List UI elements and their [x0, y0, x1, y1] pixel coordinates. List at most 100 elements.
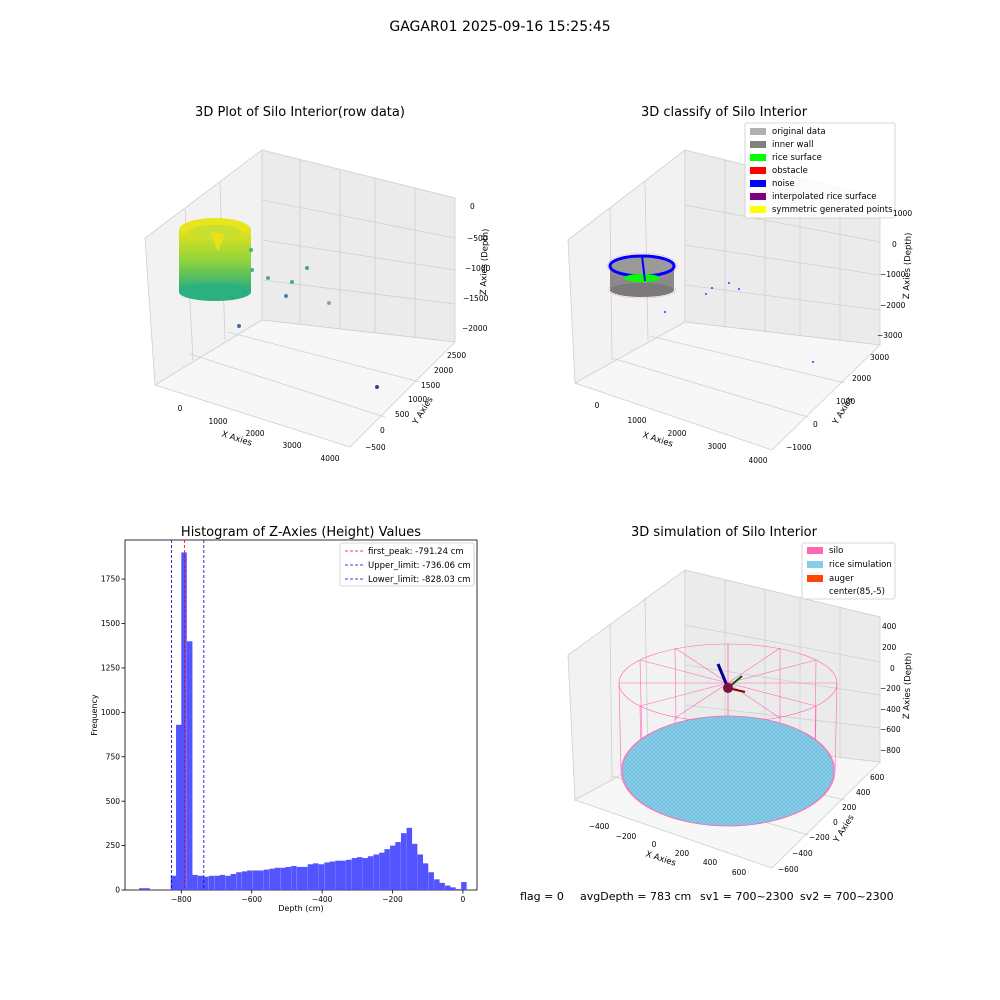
classify-y-tick: −1000	[786, 443, 812, 452]
histogram-bar	[379, 852, 385, 890]
classify-y-tick: 2000	[852, 374, 871, 383]
raw-y-tick: 1500	[421, 381, 440, 390]
classify-z-ticks: 1000 0 −1000 −2000 −3000	[877, 209, 912, 340]
histogram-bar	[422, 863, 429, 890]
legend-label-upper-limit: Upper_limit: -736.06 cm	[368, 561, 471, 571]
histogram-bar	[335, 860, 341, 890]
footer-sv1: sv1 = 700~2300	[700, 890, 794, 903]
classify-x-tick: 3000	[707, 442, 726, 451]
sim-x-tick: 600	[732, 868, 747, 877]
panel-raw-3d: 3D Plot of Silo Interior(row data)	[144, 105, 491, 463]
hist-x-tick-label: −400	[312, 895, 333, 904]
histogram-bar	[406, 827, 413, 890]
panel-classify-title: 3D classify of Silo Interior	[641, 105, 808, 120]
raw-y-tick: 1000	[408, 395, 427, 404]
classify-z-label: Z Axies (Depth)	[902, 232, 914, 299]
histogram-bar	[450, 887, 456, 890]
classify-x-tick: 4000	[748, 456, 767, 465]
raw-y-tick: 500	[395, 410, 410, 419]
histogram-bar	[390, 845, 396, 890]
classify-y-tick: 3000	[870, 353, 889, 362]
panel-raw-title: 3D Plot of Silo Interior(row data)	[195, 105, 405, 120]
sim-legend: silo rice simulation auger center(85,-5)	[801, 542, 896, 600]
histogram-bar	[236, 872, 242, 890]
histogram-bar	[384, 849, 390, 890]
histogram-bar	[373, 854, 379, 890]
hist-y-tick-label: 1250	[101, 664, 120, 673]
histogram-bar	[269, 868, 275, 890]
legend-swatch-noise	[750, 180, 766, 187]
sim-y-tick: −200	[809, 833, 830, 842]
histogram-bar	[312, 863, 319, 890]
legend-label-original-data: original data	[772, 127, 826, 137]
sim-y-tick: 200	[842, 803, 857, 812]
classify-silo-cloud	[606, 252, 814, 363]
classify-z-tick: 0	[892, 240, 897, 249]
legend-label-rice-surface: rice surface	[772, 153, 822, 163]
classify-x-ticks: 0 1000 2000 3000 4000	[595, 401, 768, 465]
sim-y-tick: 400	[856, 788, 871, 797]
legend-swatch-interpolated	[750, 193, 766, 200]
histogram-bar	[346, 859, 352, 890]
legend-swatch-silo	[807, 547, 823, 554]
histogram-bar	[434, 879, 440, 890]
sim-rice-surface	[621, 715, 835, 827]
hist-y-tick-label: 0	[115, 886, 120, 895]
raw-x-tick: 3000	[282, 441, 301, 450]
sim-z-tick: −200	[880, 684, 901, 693]
hist-y-tick-label: 1750	[101, 575, 120, 584]
hist-vlines	[171, 540, 205, 890]
histogram-bar	[197, 875, 204, 890]
histogram-bar	[241, 871, 248, 890]
hist-x-tick-label: −800	[171, 895, 192, 904]
footer-status: flag = 0 avgDepth = 783 cm sv1 = 700~230…	[520, 890, 894, 903]
legend-label-noise: noise	[772, 179, 795, 189]
raw-x-ticks: 0 1000 2000 3000 4000	[178, 404, 340, 463]
histogram-bar	[411, 843, 418, 890]
raw-z-ticks: 0 −500 −1000 −1500 −2000	[462, 202, 491, 333]
histogram-bar	[340, 860, 346, 890]
sim-x-tick: 400	[703, 858, 718, 867]
hist-x-ticks: −800 −600 −400 −200 0	[171, 890, 466, 904]
figure-title: GAGAR01 2025-09-16 15:25:45	[389, 19, 610, 35]
histogram-bar	[455, 889, 462, 890]
legend-label-first-peak: first_peak: -791.24 cm	[368, 547, 464, 557]
histogram-bar	[263, 869, 270, 890]
raw-y-ticks: −500 0 500 1000 1500 2000 2500	[365, 351, 466, 452]
histogram-bar	[362, 858, 369, 890]
histogram-bar	[139, 888, 145, 890]
legend-label-symmetric: symmetric generated points	[772, 205, 893, 215]
hist-y-tick-label: 1500	[101, 619, 120, 628]
histogram-bar	[302, 866, 308, 890]
histogram-bar	[192, 874, 198, 890]
histogram-bar	[324, 862, 330, 890]
hist-y-label: Frequency	[90, 694, 99, 736]
classify-x-tick: 0	[595, 401, 600, 410]
sim-y-tick: −400	[792, 849, 813, 858]
panel-classify-3d: 3D classify of Silo Interior	[567, 105, 914, 465]
legend-label-interpolated: interpolated rice surface	[772, 192, 877, 202]
histogram-bar	[439, 882, 445, 890]
raw-x-tick: 1000	[208, 417, 227, 426]
histogram-bar	[230, 874, 237, 890]
classify-y-tick: 0	[813, 420, 818, 429]
sim-z-ticks: 400 200 0 −200 −400 −600 −800	[880, 622, 901, 755]
sim-y-tick: 600	[870, 773, 885, 782]
sim-z-tick: 400	[882, 622, 897, 631]
classify-z-tick: −2000	[880, 301, 906, 310]
hist-y-tick-label: 500	[106, 797, 121, 806]
histogram-bar	[461, 882, 467, 890]
raw-x-tick: 2000	[245, 429, 264, 438]
histogram-bar	[318, 864, 325, 890]
histogram-bar	[280, 867, 286, 890]
sim-z-tick: −800	[880, 746, 901, 755]
legend-label-lower-limit: Lower_limit: -828.03 cm	[368, 575, 470, 585]
histogram-bar	[274, 867, 281, 890]
sim-y-tick: −600	[778, 865, 799, 874]
legend-swatch-symmetric	[750, 206, 766, 213]
legend-label-auger: auger	[829, 574, 854, 584]
histogram-bar	[247, 870, 253, 890]
histogram-bar	[356, 857, 363, 890]
legend-swatch-obstacle	[750, 167, 766, 174]
